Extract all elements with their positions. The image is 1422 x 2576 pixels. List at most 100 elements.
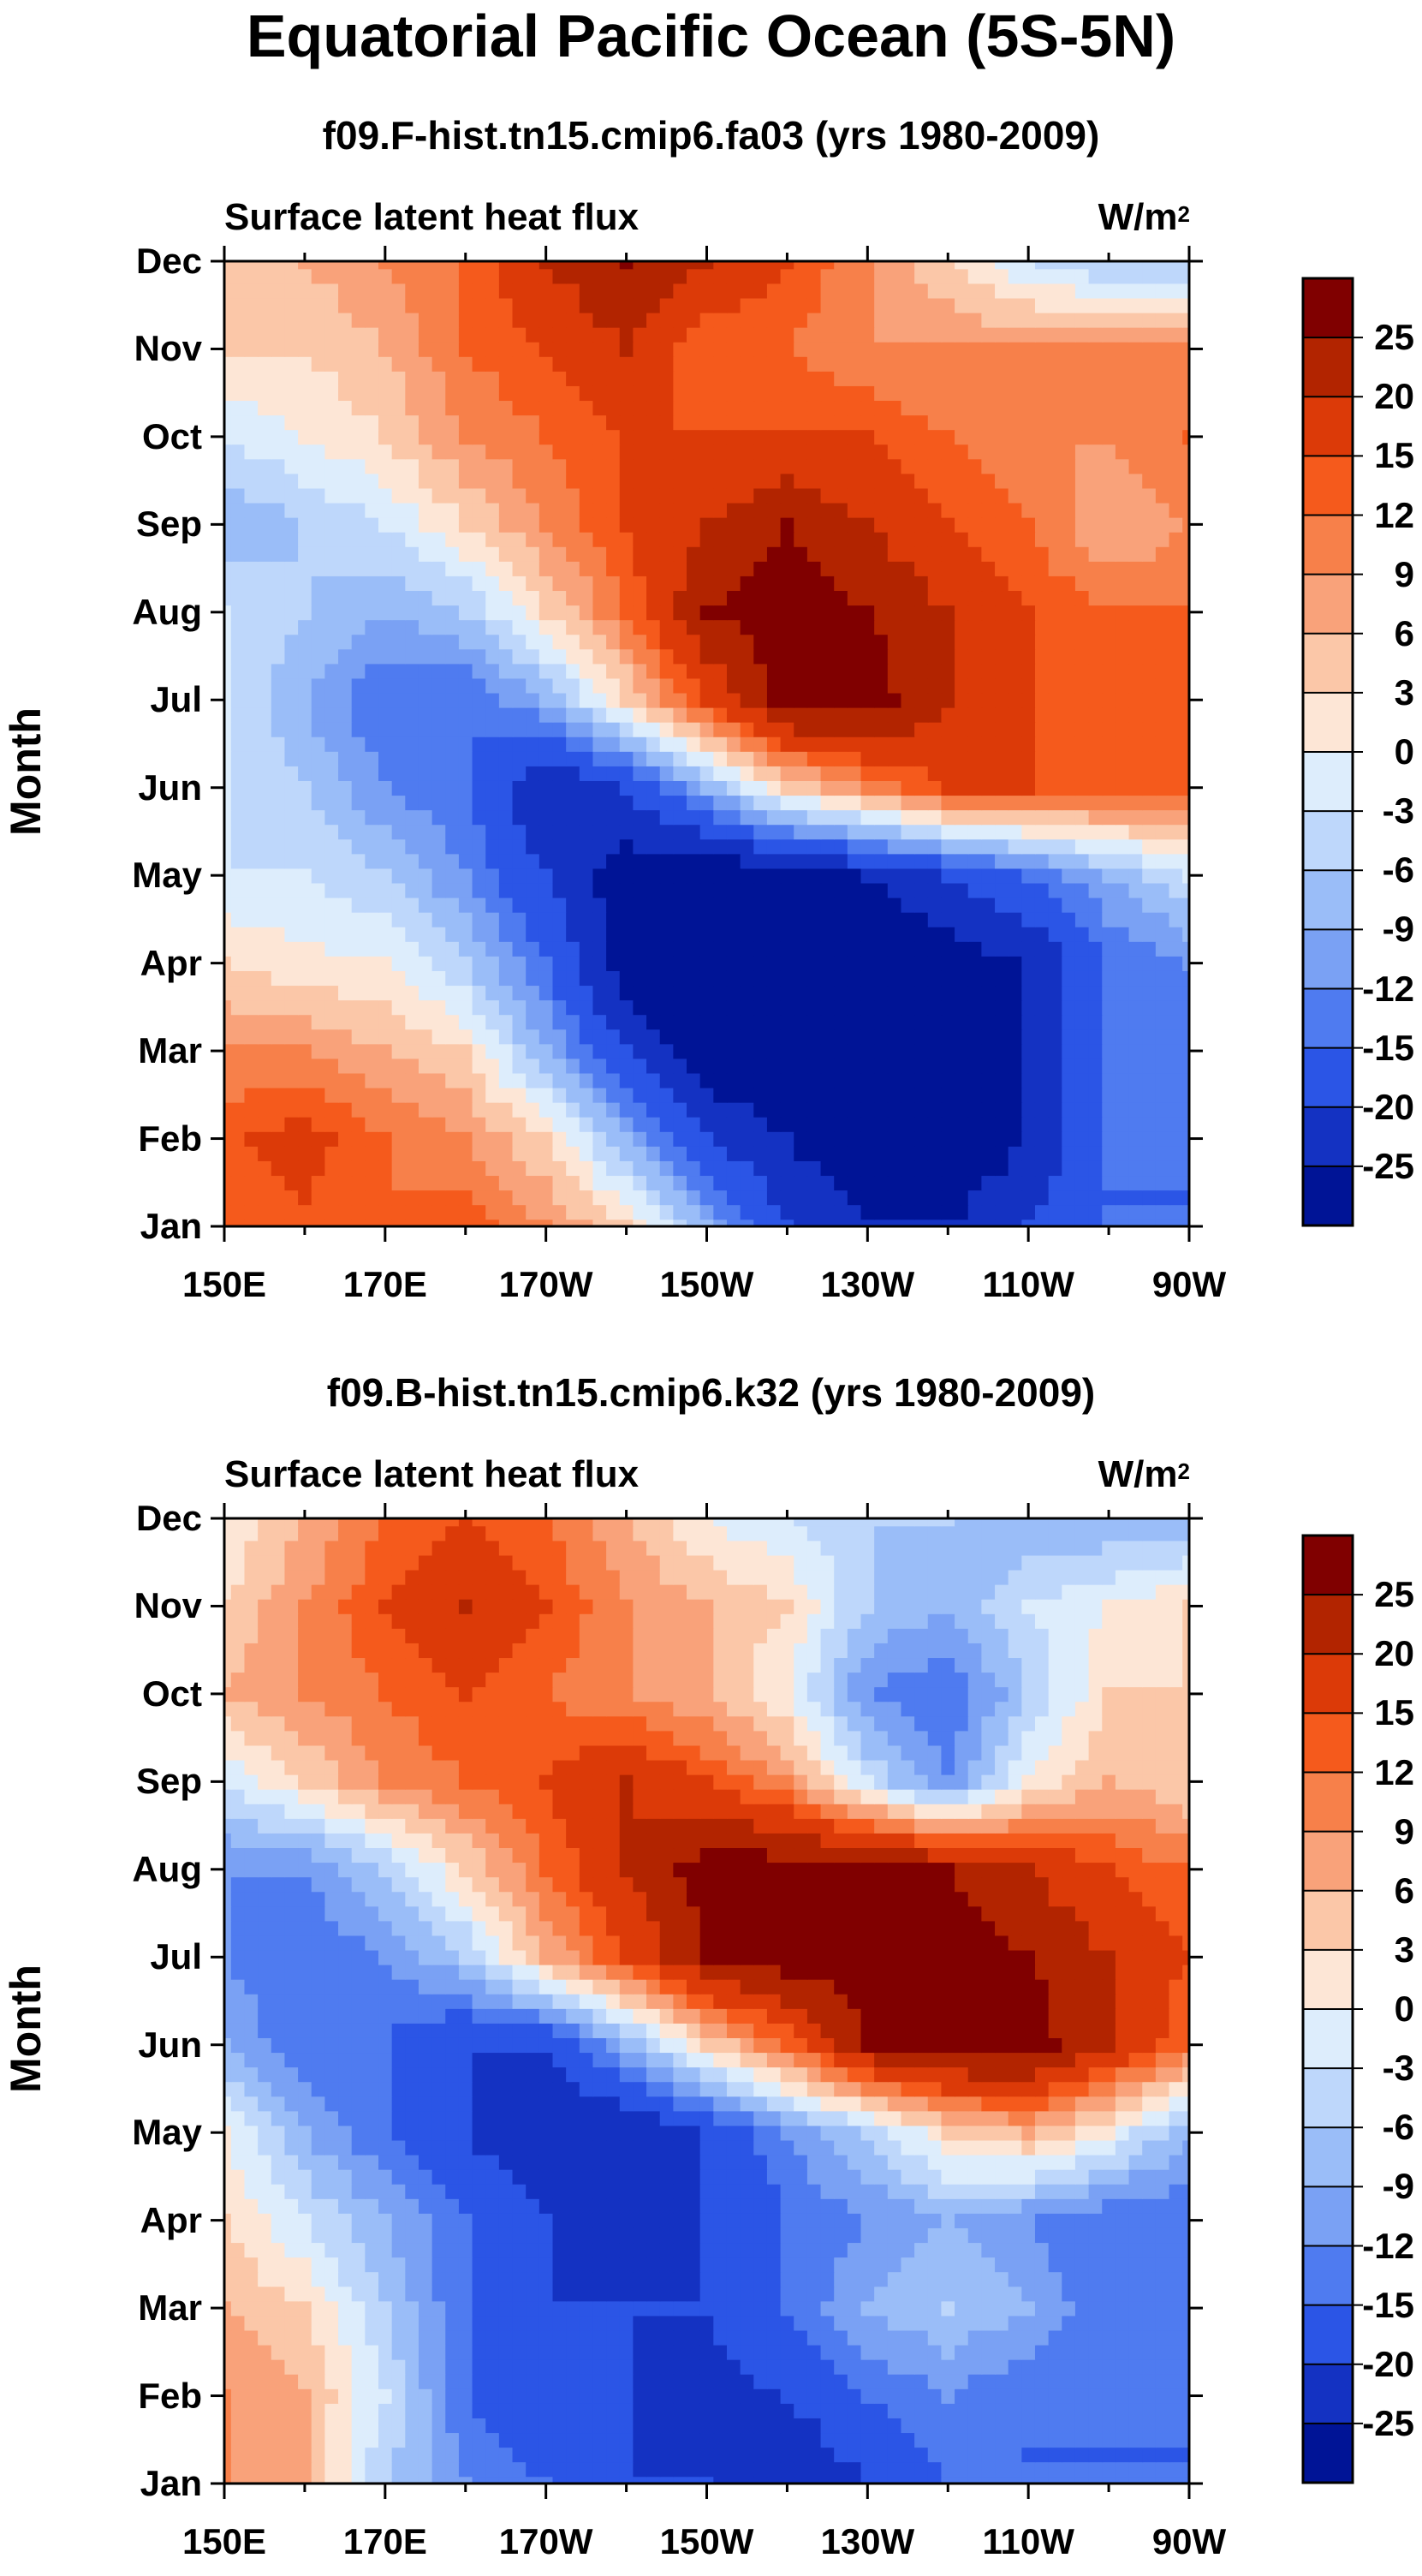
heatmap-cell xyxy=(914,926,929,942)
heatmap-cell xyxy=(351,341,366,357)
heatmap-cell xyxy=(699,1175,715,1191)
heatmap-cell xyxy=(673,824,687,840)
heatmap-cell xyxy=(1169,590,1183,606)
heatmap-cell xyxy=(1021,911,1036,927)
heatmap-cell xyxy=(806,1160,822,1177)
heatmap-cell xyxy=(365,707,379,723)
heatmap-cell xyxy=(699,371,715,386)
heatmap-cell xyxy=(713,677,728,694)
heatmap-cell xyxy=(847,838,862,855)
heatmap-cell xyxy=(713,1204,728,1220)
heatmap-cell xyxy=(766,721,782,737)
heatmap-cell xyxy=(284,268,299,284)
heatmap-cell xyxy=(1008,634,1023,650)
heatmap-cell xyxy=(847,1175,862,1191)
heatmap-cell xyxy=(498,341,514,357)
heatmap-cell xyxy=(1048,1116,1063,1132)
heatmap-cell xyxy=(914,824,929,840)
heatmap-cell xyxy=(834,1087,848,1103)
heatmap-cell xyxy=(1034,487,1050,504)
heatmap-cell xyxy=(431,1116,447,1132)
heatmap-cell xyxy=(230,429,246,445)
heatmap-cell xyxy=(244,400,259,416)
heatmap-cell xyxy=(927,355,943,372)
heatmap-cell xyxy=(1021,999,1036,1016)
heatmap-cell xyxy=(1142,838,1157,855)
heatmap-cell xyxy=(606,429,621,445)
heatmap-cell xyxy=(472,721,487,737)
heatmap-cell xyxy=(659,429,675,445)
heatmap-cell xyxy=(1074,355,1090,372)
heatmap-cell xyxy=(244,692,259,708)
heatmap-cell xyxy=(1048,1190,1063,1206)
heatmap-cell xyxy=(967,795,983,811)
heatmap-cell xyxy=(887,692,902,708)
heatmap-cell xyxy=(592,882,607,898)
heatmap-cell xyxy=(874,261,889,270)
heatmap-cell xyxy=(1115,1131,1130,1147)
heatmap-cell xyxy=(1169,853,1183,869)
heatmap-cell xyxy=(391,429,407,445)
heatmap-cell xyxy=(914,677,929,694)
heatmap-cell xyxy=(927,261,943,270)
heatmap-cell xyxy=(351,648,366,665)
heatmap-cell xyxy=(445,312,460,328)
heatmap-cell xyxy=(780,780,795,796)
heatmap-cell xyxy=(538,780,554,796)
heatmap-cell xyxy=(512,926,527,942)
heatmap-cell xyxy=(224,341,232,357)
heatmap-cell xyxy=(673,487,687,504)
heatmap-cell xyxy=(445,780,460,796)
heatmap-cell xyxy=(298,473,312,489)
heatmap-cell xyxy=(311,956,326,971)
heatmap-cell xyxy=(619,985,634,1001)
heatmap-cell xyxy=(834,707,848,723)
heatmap-cell xyxy=(713,429,728,445)
heatmap-cell xyxy=(887,824,902,840)
heatmap-cell xyxy=(498,283,514,299)
heatmap-cell xyxy=(498,795,514,811)
heatmap-cell xyxy=(498,1116,514,1132)
heatmap-cell xyxy=(445,444,460,460)
heatmap-cell xyxy=(271,707,286,723)
heatmap-cell xyxy=(485,261,500,270)
heatmap-cell xyxy=(834,721,848,737)
heatmap-cell xyxy=(981,677,996,694)
heatmap-cell xyxy=(740,1029,755,1045)
heatmap-cell xyxy=(780,707,795,723)
heatmap-cell xyxy=(579,956,594,971)
heatmap-cell xyxy=(646,897,661,913)
heatmap-cell xyxy=(740,721,755,737)
heatmap-cell xyxy=(592,853,607,869)
heatmap-cell xyxy=(1102,868,1116,884)
heatmap-cell xyxy=(834,766,848,781)
heatmap-cell xyxy=(1155,926,1170,942)
heatmap-cell xyxy=(1008,283,1023,299)
heatmap-cell xyxy=(780,531,795,547)
heatmap-cell xyxy=(699,1029,715,1045)
heatmap-cell xyxy=(619,1116,634,1132)
heatmap-cell xyxy=(579,1204,594,1220)
heatmap-cell xyxy=(378,1204,393,1220)
heatmap-cell xyxy=(740,355,755,372)
heatmap-cell xyxy=(901,838,915,855)
heatmap-cell xyxy=(271,663,286,679)
heatmap-cell xyxy=(566,261,580,270)
heatmap-cell xyxy=(887,1175,902,1191)
heatmap-cell xyxy=(687,663,701,679)
heatmap-cell xyxy=(1128,824,1144,840)
heatmap-cell xyxy=(806,1131,822,1147)
heatmap-cell xyxy=(445,261,460,270)
heatmap-cell xyxy=(955,1131,969,1147)
heatmap-cell xyxy=(766,1029,782,1045)
heatmap-cell xyxy=(592,809,607,826)
heatmap-cell xyxy=(646,809,661,826)
heatmap-cell xyxy=(579,1014,594,1030)
heatmap-cell xyxy=(579,341,594,357)
heatmap-cell xyxy=(512,1219,527,1226)
heatmap-cell xyxy=(1074,1072,1090,1088)
heatmap-cell xyxy=(633,926,647,942)
heatmap-cell xyxy=(1074,531,1090,547)
heatmap-cell xyxy=(834,590,848,606)
heatmap-cell xyxy=(834,692,848,708)
